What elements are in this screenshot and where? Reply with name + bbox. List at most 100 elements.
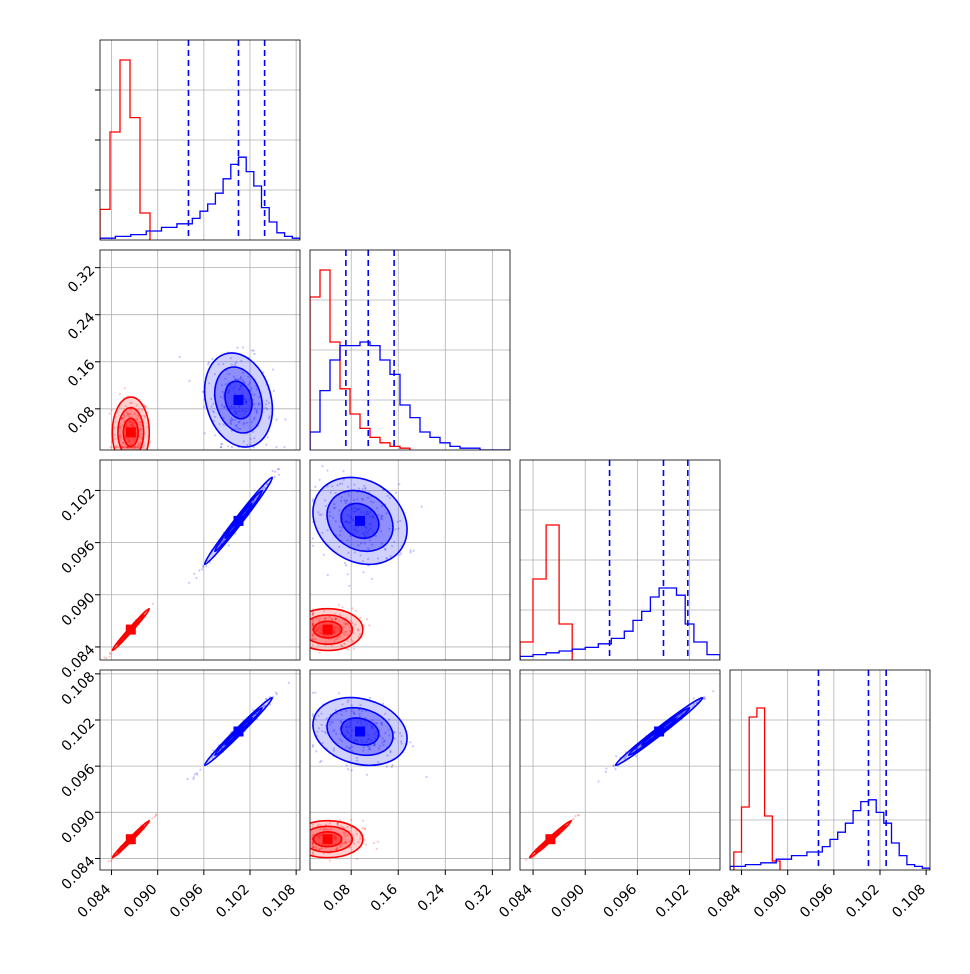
scatter-point-1-15 [355, 756, 359, 760]
scatter-point-1-194 [325, 717, 328, 720]
scatter-point-1-58 [272, 389, 275, 392]
scatter-point-0-17 [333, 640, 336, 643]
scatter-point-1-165 [338, 545, 341, 549]
scatter-point-1-21 [361, 497, 364, 500]
scatter-point-1-197 [315, 750, 318, 753]
scatter-point-1-37 [235, 411, 238, 414]
scatter-point-0-156 [333, 838, 337, 841]
scatter-point-0-82 [125, 446, 128, 449]
scatter-point-1-106 [361, 487, 364, 490]
scatter-point-0-43 [329, 828, 333, 831]
scatter-point-0-64 [359, 837, 362, 840]
scatter-point-0-11 [331, 618, 334, 622]
scatter-point-1-102 [219, 446, 223, 449]
scatter-point-0-79 [149, 441, 152, 444]
scatter-point-0-83 [317, 628, 320, 631]
scatter-point-0-75 [334, 838, 338, 841]
scatter-point-1-148 [388, 728, 391, 731]
scatter-point-1-35 [192, 776, 195, 779]
panel-content-1-0 [108, 346, 287, 450]
scatter-point-1-65 [323, 730, 326, 733]
scatter-point-1-3 [366, 496, 370, 499]
scatter-point-1-20 [354, 510, 357, 513]
scatter-point-1-30 [334, 492, 337, 495]
scatter-point-0-43 [144, 406, 147, 409]
scatter-point-1-11 [266, 408, 269, 411]
scatter-point-1-41 [265, 697, 268, 700]
scatter-point-1-135 [340, 499, 343, 502]
scatter-point-0-2 [334, 638, 337, 641]
scatter-point-1-139 [234, 532, 237, 535]
scatter-point-1-8 [347, 521, 350, 525]
scatter-point-0-8 [327, 638, 330, 641]
scatter-point-1-137 [364, 486, 367, 489]
scatter-point-1-103 [266, 483, 269, 486]
scatter-point-1-188 [324, 499, 327, 502]
scatter-point-1-156 [222, 423, 225, 426]
scatter-point-1-31 [388, 734, 391, 737]
scatter-point-1-21 [393, 737, 396, 740]
scatter-point-0-71 [335, 847, 338, 851]
scatter-point-0-84 [140, 433, 143, 436]
scatter-point-0-75 [128, 439, 131, 442]
scatter-point-1-131 [196, 773, 199, 776]
panel-content-2-0 [103, 468, 280, 660]
scatter-point-1-177 [361, 532, 364, 535]
scatter-point-1-68 [382, 743, 385, 746]
scatter-point-0-112 [315, 629, 319, 632]
scatter-point-1-2 [314, 718, 317, 721]
contour-0-3-1-0 [310, 819, 364, 859]
scatter-point-1-121 [346, 539, 349, 542]
scatter-point-1-134 [352, 499, 356, 502]
scatter-point-1-54 [377, 747, 380, 750]
scatter-point-0-73 [346, 826, 349, 829]
scatter-point-0-76 [344, 842, 347, 845]
scatter-point-1-149 [246, 444, 249, 447]
scatter-point-1-129 [381, 741, 384, 744]
scatter-point-0-8 [122, 446, 125, 449]
density-peak-1-3-2 [654, 726, 665, 737]
scatter-point-1-56 [244, 398, 248, 401]
scatter-point-1-8 [198, 569, 201, 572]
scatter-point-0-42 [113, 434, 116, 437]
scatter-point-1-33 [356, 759, 359, 762]
scatter-point-0-60 [136, 417, 139, 421]
scatter-point-1-40 [373, 744, 376, 747]
scatter-point-0-56 [311, 612, 314, 615]
scatter-point-1-50 [321, 741, 324, 745]
scatter-point-0-24 [114, 421, 117, 424]
scatter-point-1-33 [351, 519, 354, 522]
panel-content-0-0 [100, 40, 300, 240]
scatter-point-0-156 [121, 424, 124, 427]
scatter-point-1-178 [192, 777, 195, 781]
scatter-point-1-172 [345, 729, 348, 732]
scatter-point-1-123 [345, 726, 348, 729]
scatter-point-0-108 [344, 840, 347, 843]
scatter-point-1-61 [635, 747, 638, 751]
scatter-point-1-58 [350, 769, 353, 772]
scatter-point-1-13 [236, 378, 239, 381]
scatter-point-1-152 [372, 516, 375, 519]
scatter-point-1-23 [344, 502, 347, 505]
scatter-point-1-112 [335, 732, 338, 735]
scatter-point-0-2 [318, 848, 321, 851]
scatter-point-1-44 [398, 554, 401, 557]
scatter-point-1-133 [369, 500, 373, 503]
scatter-point-0-131 [139, 441, 142, 444]
scatter-point-0-74 [137, 446, 140, 449]
scatter-point-1-10 [366, 512, 369, 515]
scatter-point-1-83 [227, 445, 230, 448]
scatter-point-1-61 [339, 720, 342, 723]
scatter-point-1-43 [636, 747, 639, 750]
scatter-point-0-109 [352, 833, 355, 836]
scatter-point-0-92 [357, 628, 360, 631]
scatter-point-1-32 [234, 409, 237, 412]
scatter-point-1-177 [320, 759, 323, 763]
scatter-point-1-2 [328, 510, 331, 514]
scatter-point-1-51 [348, 726, 351, 729]
scatter-point-0-50 [363, 828, 366, 831]
scatter-point-1-10 [238, 420, 241, 424]
scatter-point-1-64 [338, 534, 342, 537]
scatter-point-1-86 [222, 416, 225, 419]
